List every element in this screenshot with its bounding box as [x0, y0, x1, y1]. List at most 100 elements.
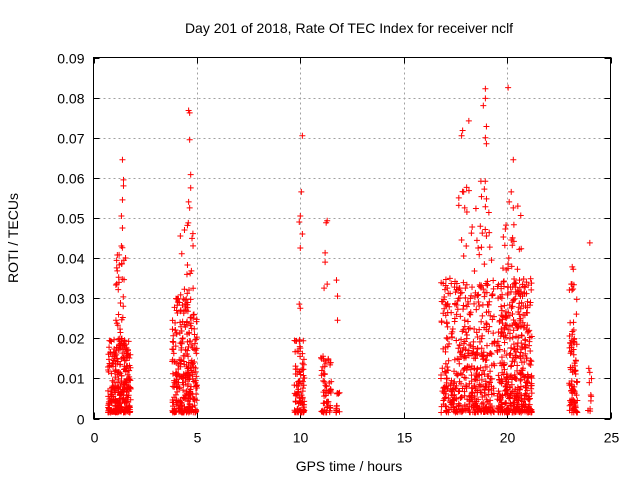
- data-point: [292, 363, 299, 370]
- data-point: [503, 375, 510, 382]
- data-point: [116, 361, 123, 368]
- data-point: [490, 285, 497, 292]
- data-point: [188, 342, 195, 348]
- data-point: [447, 290, 454, 297]
- data-point: [573, 408, 580, 415]
- data-point: [446, 275, 453, 282]
- data-point: [177, 232, 184, 239]
- data-point: [178, 373, 185, 380]
- data-point: [116, 392, 123, 399]
- data-point: [476, 303, 483, 310]
- data-point: [296, 368, 303, 375]
- data-point: [191, 340, 198, 347]
- data-point: [118, 243, 125, 250]
- data-point: [507, 350, 514, 357]
- data-point: [480, 399, 487, 406]
- data-point: [498, 401, 505, 408]
- data-point: [115, 384, 122, 391]
- data-point: [191, 346, 198, 353]
- data-point: [458, 336, 465, 343]
- data-point: [585, 365, 592, 372]
- data-point: [487, 312, 494, 319]
- data-point: [508, 188, 515, 195]
- data-point: [463, 243, 470, 250]
- data-point: [119, 314, 126, 321]
- data-point: [514, 362, 521, 369]
- data-point: [170, 339, 177, 346]
- data-point: [187, 322, 194, 329]
- data-point: [319, 363, 326, 370]
- data-point: [455, 345, 462, 352]
- data-point: [520, 275, 527, 282]
- data-point: [505, 255, 512, 262]
- data-point: [520, 312, 527, 319]
- data-point: [476, 338, 483, 345]
- data-point: [453, 337, 460, 344]
- data-point: [527, 347, 534, 354]
- data-point: [521, 374, 528, 381]
- data-point: [449, 386, 456, 393]
- data-point: [490, 277, 497, 284]
- data-point: [472, 351, 479, 358]
- data-point: [455, 202, 462, 209]
- data-point: [456, 388, 463, 395]
- data-point: [456, 360, 463, 367]
- data-point: [482, 404, 489, 411]
- data-point: [518, 392, 525, 399]
- data-point: [566, 407, 573, 414]
- data-point: [451, 318, 458, 325]
- data-point: [508, 402, 515, 409]
- data-point: [297, 345, 304, 352]
- data-point: [510, 238, 517, 245]
- data-point: [463, 209, 470, 216]
- data-point: [525, 328, 532, 335]
- data-point: [482, 134, 489, 141]
- data-point: [182, 300, 189, 307]
- data-point: [451, 397, 458, 404]
- data-point: [568, 281, 575, 288]
- data-point: [319, 408, 326, 415]
- data-point: [185, 359, 192, 366]
- data-point: [190, 285, 197, 292]
- data-point: [110, 357, 117, 364]
- y-axis-label: ROTI / TECUs: [5, 193, 21, 283]
- data-point: [480, 356, 487, 363]
- data-point: [514, 266, 521, 273]
- data-point: [442, 276, 449, 283]
- data-point: [176, 329, 183, 336]
- data-point: [115, 279, 122, 286]
- data-point: [505, 395, 512, 402]
- data-point: [527, 362, 534, 369]
- data-point: [112, 281, 119, 288]
- data-point: [190, 311, 197, 318]
- data-point: [499, 369, 506, 376]
- data-point: [461, 402, 468, 409]
- data-point: [508, 263, 515, 270]
- data-point: [501, 242, 508, 249]
- data-point: [183, 296, 190, 303]
- data-point: [498, 354, 505, 361]
- data-point: [178, 323, 185, 330]
- data-point: [177, 398, 184, 405]
- data-point: [521, 289, 528, 296]
- data-point: [177, 356, 184, 363]
- data-point: [521, 322, 528, 329]
- data-point: [516, 277, 523, 284]
- data-point: [110, 379, 117, 386]
- data-point: [475, 408, 482, 415]
- data-point: [300, 375, 307, 382]
- data-point: [116, 407, 123, 414]
- data-point: [587, 392, 594, 399]
- data-point: [475, 299, 482, 305]
- data-point: [514, 340, 521, 347]
- data-point: [502, 384, 509, 391]
- data-point: [454, 409, 461, 416]
- data-point: [117, 370, 124, 377]
- data-point: [522, 344, 529, 351]
- data-point: [126, 376, 133, 383]
- data-point: [299, 378, 306, 385]
- data-point: [107, 350, 114, 357]
- data-point: [448, 334, 455, 341]
- data-point: [478, 244, 485, 251]
- data-point: [463, 184, 470, 191]
